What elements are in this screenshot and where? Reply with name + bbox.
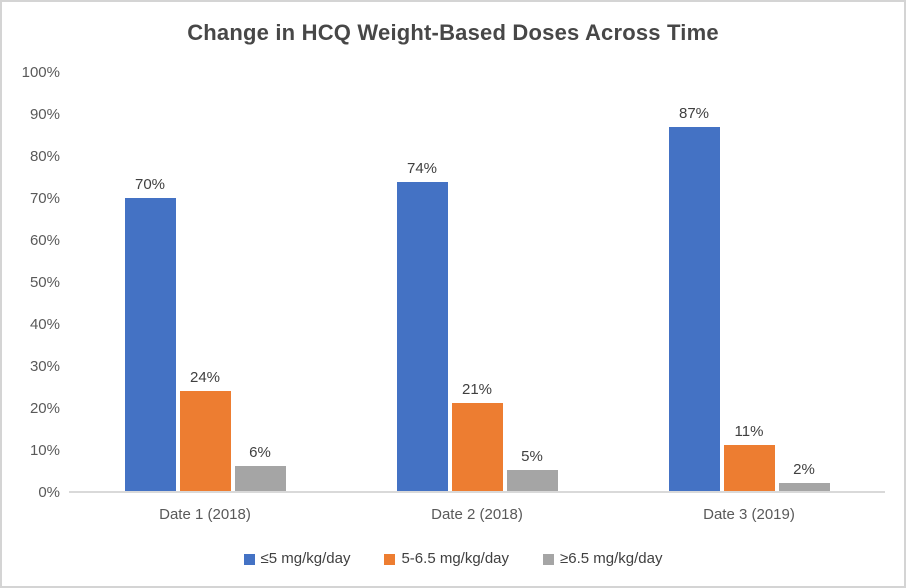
y-axis: 0% 10% 20% 30% 40% 50% 60% 70% 80% 90% 100% xyxy=(2,64,60,501)
y-tick-label: 20% xyxy=(29,400,60,417)
y-tick-label: 80% xyxy=(29,148,60,165)
chart-title: Change in HCQ Weight-Based Doses Across … xyxy=(187,20,719,45)
bar: 87% xyxy=(668,105,720,491)
bar-groups-container: 70% 24% 6% 74% 21% 5% 87% 11% 2% xyxy=(69,73,885,491)
bar: 2% xyxy=(778,461,830,491)
y-tick-label: 30% xyxy=(29,358,60,375)
legend-swatch-icon xyxy=(243,553,255,565)
bar-group: 74% 21% 5% xyxy=(341,73,613,491)
bar: 21% xyxy=(451,381,503,491)
legend-item: ≤5 mg/kg/day xyxy=(243,550,351,568)
bar: 70% xyxy=(124,176,176,491)
legend-label: ≥6.5 mg/kg/day xyxy=(560,550,663,567)
bar-value-label: 24% xyxy=(189,368,221,386)
bar: 74% xyxy=(396,160,448,491)
y-tick-label: 50% xyxy=(29,274,60,291)
x-axis-label: Date 2 (2018) xyxy=(431,506,523,523)
bar-group: 70% 24% 6% xyxy=(69,73,341,491)
y-tick-label: 10% xyxy=(29,442,60,459)
legend-item: 5-6.5 mg/kg/day xyxy=(384,550,509,568)
bar: 24% xyxy=(179,369,231,491)
bar-value-label: 6% xyxy=(249,443,271,461)
y-tick-label: 0% xyxy=(38,484,60,501)
bar-value-label: 70% xyxy=(134,176,166,194)
y-tick-label: 90% xyxy=(29,106,60,123)
legend-item: ≥6.5 mg/kg/day xyxy=(543,550,662,568)
y-tick-label: 100% xyxy=(21,64,60,81)
plot-area: 70% 24% 6% 74% 21% 5% 87% 11% 2% xyxy=(69,73,885,493)
y-tick-label: 60% xyxy=(29,232,60,249)
x-axis-label: Date 1 (2018) xyxy=(159,506,251,523)
bar-value-label: 74% xyxy=(406,159,438,177)
bar-value-label: 11% xyxy=(734,423,764,441)
bar-value-label: 2% xyxy=(793,460,815,478)
legend-label: 5-6.5 mg/kg/day xyxy=(401,550,510,567)
bar: 11% xyxy=(723,423,775,491)
bar: 6% xyxy=(234,444,286,491)
bar-value-label: 21% xyxy=(461,381,493,399)
bar-group: 87% 11% 2% xyxy=(613,73,885,491)
legend-label: ≤5 mg/kg/day xyxy=(260,550,351,567)
y-tick-label: 40% xyxy=(29,316,60,333)
x-axis: Date 1 (2018) Date 2 (2018) Date 3 (2019) xyxy=(69,505,885,525)
x-axis-label: Date 3 (2019) xyxy=(703,506,795,523)
bar: 5% xyxy=(506,448,558,491)
legend-swatch-icon xyxy=(384,553,396,565)
y-tick-label: 70% xyxy=(29,190,60,207)
legend: ≤5 mg/kg/day 5-6.5 mg/kg/day ≥6.5 mg/kg/da… xyxy=(2,550,904,568)
bar-value-label: 87% xyxy=(678,105,710,123)
legend-swatch-icon xyxy=(543,553,555,565)
bar-value-label: 5% xyxy=(521,448,543,466)
